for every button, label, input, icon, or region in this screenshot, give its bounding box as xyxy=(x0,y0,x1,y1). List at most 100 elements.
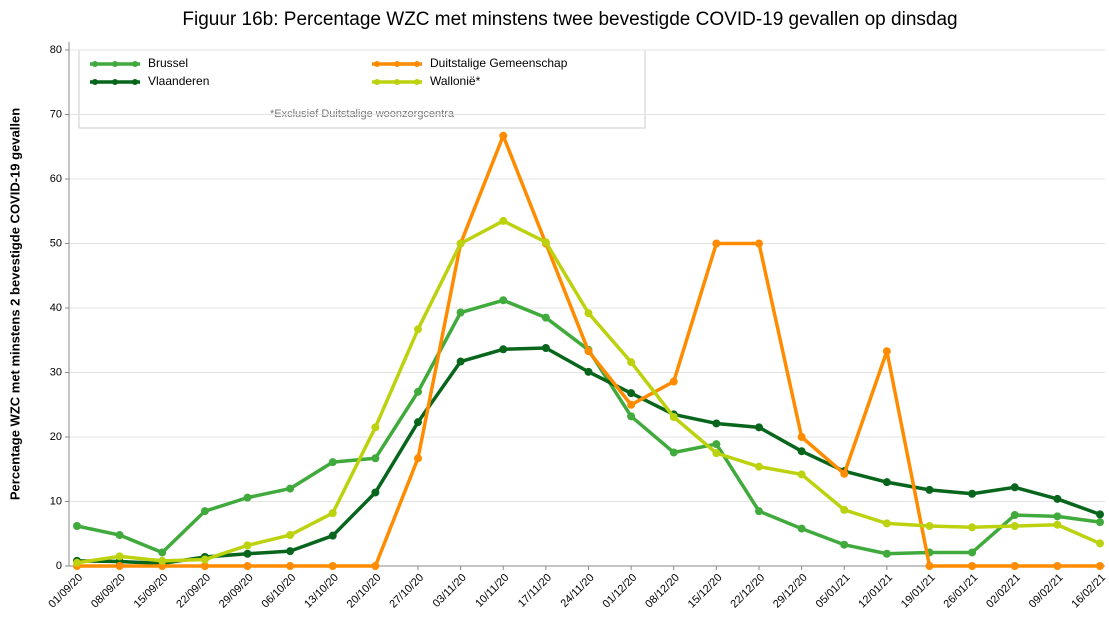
x-tick-label: 26/01/21 xyxy=(942,572,981,611)
x-tick-label: 17/11/20 xyxy=(516,572,554,610)
data-point xyxy=(627,400,636,409)
data-point xyxy=(243,541,252,550)
series-line xyxy=(76,219,1101,565)
data-point xyxy=(371,454,380,463)
data-point xyxy=(669,413,678,422)
x-tick-label: 01/09/20 xyxy=(46,572,85,611)
legend-marker xyxy=(414,79,420,85)
data-point xyxy=(286,562,295,570)
chart-title: Figuur 16b: Percentage WZC met minstens … xyxy=(182,9,957,30)
legend-label: Wallonië* xyxy=(430,74,481,88)
data-point xyxy=(840,469,849,478)
data-point xyxy=(243,493,252,502)
legend-label: Duitstalige Gemeenschap xyxy=(430,56,568,70)
data-point xyxy=(158,548,167,557)
data-point xyxy=(712,239,721,248)
data-point xyxy=(371,562,380,570)
data-point xyxy=(371,423,380,432)
data-point xyxy=(882,549,891,558)
data-point xyxy=(882,478,891,487)
data-point xyxy=(1010,522,1019,531)
data-point xyxy=(456,357,465,366)
data-point xyxy=(243,562,252,570)
data-point xyxy=(584,367,593,376)
data-point xyxy=(1053,520,1062,529)
data-point xyxy=(414,387,422,396)
x-tick-label: 06/10/20 xyxy=(260,572,299,611)
data-point xyxy=(882,519,891,528)
data-point xyxy=(328,531,337,540)
data-point xyxy=(840,540,849,549)
data-point xyxy=(499,216,508,225)
y-tick-label: 0 xyxy=(56,560,62,572)
data-point xyxy=(1053,512,1062,521)
y-tick-label: 40 xyxy=(50,302,62,314)
y-tick-label: 50 xyxy=(50,237,62,249)
x-tick-label: 16/02/21 xyxy=(1069,572,1108,611)
data-point xyxy=(499,296,508,305)
data-point xyxy=(371,488,380,497)
data-point xyxy=(499,345,508,354)
data-point xyxy=(286,484,295,493)
data-point xyxy=(1096,539,1104,548)
y-tick-label: 20 xyxy=(50,431,62,443)
data-point xyxy=(882,347,891,356)
data-point xyxy=(797,447,806,456)
data-point xyxy=(414,325,422,334)
data-point xyxy=(541,343,550,352)
series-line xyxy=(76,298,1101,556)
data-point xyxy=(73,522,81,531)
data-point xyxy=(797,524,806,533)
data-point xyxy=(627,389,636,398)
data-point xyxy=(456,239,465,248)
legend-marker xyxy=(92,61,98,67)
x-tick-label: 29/09/20 xyxy=(217,572,256,611)
data-point xyxy=(456,308,465,317)
x-tick-label: 10/11/20 xyxy=(473,572,511,610)
legend-label: Brussel xyxy=(148,56,188,70)
y-tick-label: 60 xyxy=(50,173,62,185)
data-point xyxy=(499,131,508,140)
data-point xyxy=(328,562,337,570)
legend-marker xyxy=(394,79,400,85)
x-tick-label: 27/10/20 xyxy=(387,572,426,611)
x-tick-label: 02/02/21 xyxy=(984,572,1023,611)
data-point xyxy=(541,313,550,322)
data-point xyxy=(115,531,124,540)
data-point xyxy=(1010,511,1019,520)
data-point xyxy=(1053,494,1062,503)
data-point xyxy=(414,418,422,427)
data-point xyxy=(797,470,806,479)
legend-marker xyxy=(414,61,420,67)
data-point xyxy=(584,347,593,356)
x-tick-label: 20/10/20 xyxy=(345,572,384,611)
data-point xyxy=(286,547,295,556)
data-point xyxy=(669,448,678,457)
x-tick-label: 09/02/21 xyxy=(1027,572,1066,611)
x-tick-label: 24/11/20 xyxy=(558,572,596,610)
legend-marker xyxy=(112,61,118,67)
data-point xyxy=(669,377,678,386)
x-tick-label: 08/12/20 xyxy=(643,572,682,611)
x-tick-label: 13/10/20 xyxy=(302,572,341,611)
legend-marker xyxy=(394,61,400,67)
data-point xyxy=(755,507,763,516)
x-tick-label: 29/12/20 xyxy=(771,572,810,611)
data-point xyxy=(925,522,934,531)
legend-marker xyxy=(92,79,98,85)
data-point xyxy=(73,558,81,567)
x-tick-label: 12/01/21 xyxy=(856,572,895,611)
data-point xyxy=(1096,510,1104,519)
data-point xyxy=(755,462,763,471)
data-point xyxy=(925,562,934,570)
x-tick-label: 15/12/20 xyxy=(686,572,725,611)
legend-marker xyxy=(132,79,138,85)
data-point xyxy=(712,440,721,449)
y-tick-label: 70 xyxy=(50,108,62,120)
data-point xyxy=(1010,483,1019,492)
data-point xyxy=(968,489,977,498)
data-point xyxy=(1096,562,1104,570)
data-point xyxy=(541,238,550,247)
x-tick-label: 19/01/21 xyxy=(899,572,938,611)
y-tick-label: 80 xyxy=(50,44,62,56)
